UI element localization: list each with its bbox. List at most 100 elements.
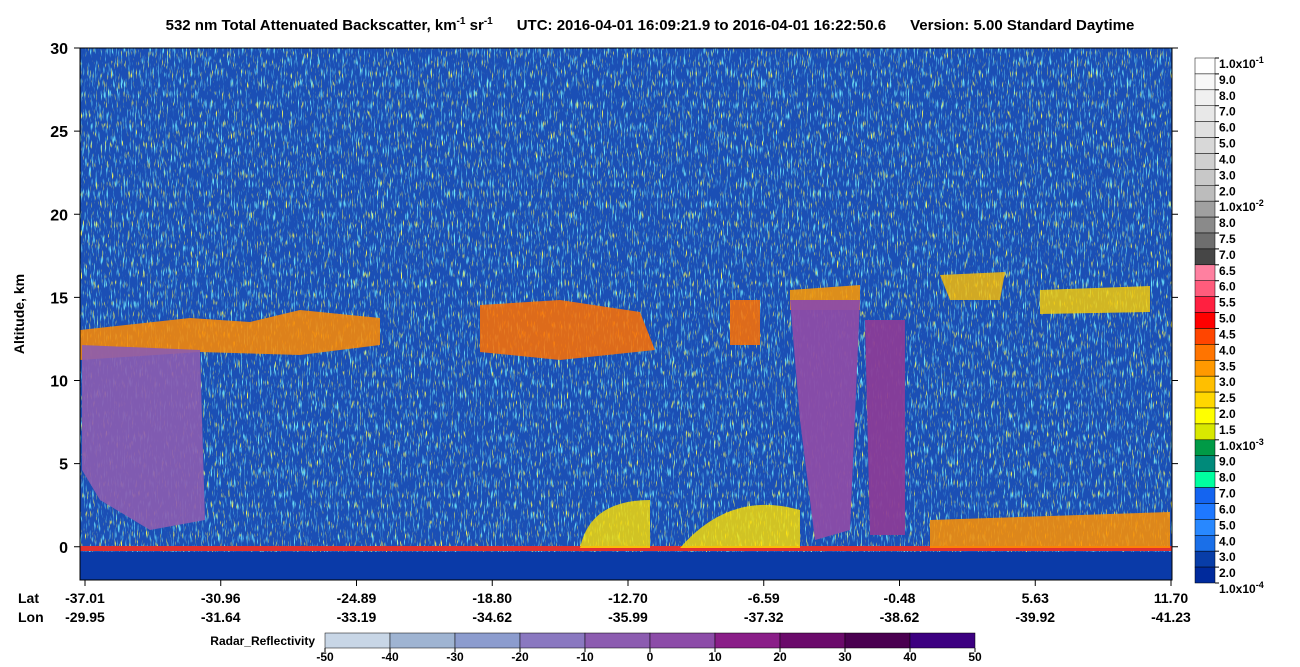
lat-label: -18.80 <box>472 590 512 606</box>
radar-label: Radar_Reflectivity <box>210 634 315 648</box>
cloud-feature <box>730 300 760 345</box>
lon-label: -35.99 <box>608 609 648 625</box>
colorbar-label: 7.0 <box>1219 248 1236 262</box>
radar-swatch <box>324 632 391 649</box>
radar-tick-label: 0 <box>647 650 654 664</box>
colorbar-label: 7.5 <box>1219 232 1236 246</box>
radar-tick-label: -40 <box>381 650 399 664</box>
colorbar-swatch <box>1194 105 1216 122</box>
radar-tick-label: 20 <box>773 650 787 664</box>
colorbar-label: 9.0 <box>1219 455 1236 469</box>
subsurface <box>80 552 1172 580</box>
colorbar-label: 6.0 <box>1219 502 1236 516</box>
colorbar-label: 8.0 <box>1219 471 1236 485</box>
radar-tick-label: 40 <box>903 650 917 664</box>
title-superscript: -1 <box>457 16 466 27</box>
colorbar-swatch <box>1194 232 1216 250</box>
cloud-feature <box>930 512 1170 548</box>
colorbar-swatch <box>1194 248 1216 266</box>
colorbar-swatch <box>1194 89 1216 106</box>
colorbar-label: 6.0 <box>1219 280 1236 294</box>
colorbar-swatch <box>1194 185 1216 202</box>
x-row-name: Lon <box>18 609 44 625</box>
colorbar-label: 4.0 <box>1219 534 1236 548</box>
colorbar-swatch <box>1194 375 1216 393</box>
colorbar-label: 8.0 <box>1219 89 1236 103</box>
time-range: UTC: 2016-04-01 16:09:21.9 to 2016-04-01… <box>517 17 886 34</box>
colorbar-label: 5.0 <box>1219 312 1236 326</box>
colorbar-swatch <box>1194 566 1216 584</box>
radar-tick-label: 10 <box>708 650 722 664</box>
colorbar-label: 2.5 <box>1219 391 1236 405</box>
radar-tick-label: -10 <box>576 650 594 664</box>
radar-tick-label: -50 <box>316 650 334 664</box>
lon-label: -29.95 <box>65 609 105 625</box>
radar-swatch <box>584 632 651 649</box>
colorbar-label: 8.0 <box>1219 216 1236 230</box>
colorbar-swatch <box>1194 280 1216 297</box>
colorbar-label: 3.5 <box>1219 359 1236 373</box>
lat-label: -30.96 <box>201 590 241 606</box>
lon-label: -41.23 <box>1151 609 1191 625</box>
colorbar-swatch <box>1194 503 1216 520</box>
colorbar-label-base: 1.0x10 <box>1219 57 1256 71</box>
colorbar-label: 6.5 <box>1219 264 1236 278</box>
colorbar-label: 5.5 <box>1219 296 1236 310</box>
lat-label: -37.01 <box>65 590 105 606</box>
colorbar-label: 3.0 <box>1219 375 1236 389</box>
colorbar-swatch <box>1194 264 1216 281</box>
radar-tick-label: 30 <box>838 650 852 664</box>
radar-swatch <box>844 632 911 649</box>
colorbar-swatch <box>1194 137 1216 154</box>
colorbar-label: 4.0 <box>1219 343 1236 357</box>
colorbar-swatch <box>1194 423 1216 441</box>
colorbar-label: 2.0 <box>1219 184 1236 198</box>
radar-tick-label: 50 <box>968 650 982 664</box>
colorbar-swatch <box>1194 169 1216 186</box>
colorbar-label-exponent: -2 <box>1256 198 1264 208</box>
lon-label: -33.19 <box>337 609 377 625</box>
cloud-feature <box>480 300 655 360</box>
y-axis-label: Altitude, km <box>11 274 27 354</box>
colorbar-label: 2.0 <box>1219 407 1236 421</box>
lat-label: -0.48 <box>884 590 916 606</box>
colorbar-label-exponent: -4 <box>1256 580 1264 590</box>
colorbar-label: 5.0 <box>1219 518 1236 532</box>
radar-swatch <box>714 632 781 649</box>
colorbar-label: 7.0 <box>1219 487 1236 501</box>
colorbar-label: 4.5 <box>1219 327 1236 341</box>
colorbar-swatch <box>1194 407 1216 425</box>
radar-feature <box>865 320 905 535</box>
surface-return <box>80 546 1172 551</box>
colorbar-label-base: 1.0x10 <box>1219 200 1256 214</box>
y-tick-label: 5 <box>59 457 68 474</box>
colorbar-swatch <box>1194 73 1216 91</box>
plot-area <box>79 47 1173 581</box>
lon-label: -38.62 <box>880 609 920 625</box>
radar-feature <box>790 300 860 540</box>
colorbar-swatch <box>1194 57 1216 75</box>
colorbar-swatch <box>1194 296 1216 313</box>
lat-label: 11.70 <box>1154 590 1188 606</box>
colorbar-label-exponent: -3 <box>1256 437 1264 447</box>
colorbar-label: 9.0 <box>1219 73 1236 87</box>
colorbar-swatch <box>1194 471 1216 488</box>
lat-label: -24.89 <box>337 590 377 606</box>
radar-swatch <box>454 632 521 649</box>
lat-label: -6.59 <box>748 590 780 606</box>
plot-frame <box>79 47 1173 581</box>
colorbar-swatch <box>1194 121 1216 138</box>
colorbar-swatch <box>1194 312 1216 329</box>
cloud-feature <box>1040 286 1150 314</box>
colorbar-label: 1.0x10-3 <box>1219 437 1264 453</box>
colorbar-swatch <box>1194 487 1216 504</box>
colorbar-label-base: 1.0x10 <box>1219 582 1256 596</box>
y-tick-label: 30 <box>50 41 68 58</box>
cloud-feature <box>940 272 1005 300</box>
colorbar-label: 5.0 <box>1219 137 1236 151</box>
y-tick-label: 20 <box>50 207 68 224</box>
colorbar-label-base: 1.0x10 <box>1219 439 1256 453</box>
radar-swatch <box>909 632 976 649</box>
y-tick-label: 0 <box>59 540 68 557</box>
